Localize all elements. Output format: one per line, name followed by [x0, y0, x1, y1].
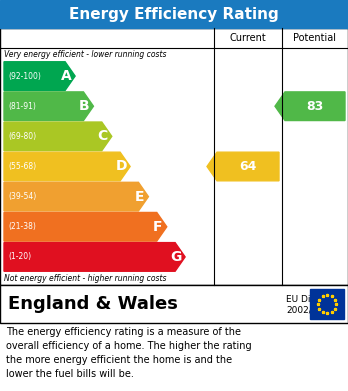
Text: (92-100): (92-100)	[8, 72, 41, 81]
Text: F: F	[153, 220, 163, 234]
Text: D: D	[115, 160, 127, 174]
Text: 2002/91/EC: 2002/91/EC	[286, 305, 338, 314]
Text: (81-91): (81-91)	[8, 102, 36, 111]
Polygon shape	[4, 62, 75, 90]
Polygon shape	[4, 242, 185, 271]
Text: Current: Current	[230, 33, 266, 43]
Polygon shape	[207, 152, 279, 181]
Text: England & Wales: England & Wales	[8, 295, 178, 313]
Text: (55-68): (55-68)	[8, 162, 36, 171]
Polygon shape	[4, 122, 112, 151]
Text: (1-20): (1-20)	[8, 253, 31, 262]
Polygon shape	[4, 212, 167, 241]
Text: (39-54): (39-54)	[8, 192, 36, 201]
Text: The energy efficiency rating is a measure of the
overall efficiency of a home. T: The energy efficiency rating is a measur…	[6, 327, 252, 379]
Bar	[0, 285, 348, 323]
Text: G: G	[171, 250, 182, 264]
Text: A: A	[61, 69, 71, 83]
Polygon shape	[4, 92, 94, 120]
Text: 64: 64	[239, 160, 257, 173]
Text: E: E	[135, 190, 144, 204]
Text: (69-80): (69-80)	[8, 132, 36, 141]
Text: Not energy efficient - higher running costs: Not energy efficient - higher running co…	[4, 274, 166, 283]
Polygon shape	[4, 182, 149, 211]
Polygon shape	[4, 152, 130, 181]
Bar	[0, 28, 348, 285]
Text: EU Directive: EU Directive	[286, 294, 342, 303]
Text: C: C	[98, 129, 108, 143]
Text: (21-38): (21-38)	[8, 222, 36, 231]
Bar	[0, 0, 348, 28]
Bar	[310, 289, 344, 319]
Polygon shape	[275, 92, 345, 120]
Text: Potential: Potential	[293, 33, 337, 43]
Text: 83: 83	[306, 100, 324, 113]
Text: Very energy efficient - lower running costs: Very energy efficient - lower running co…	[4, 50, 166, 59]
Text: Energy Efficiency Rating: Energy Efficiency Rating	[69, 7, 279, 22]
Text: B: B	[79, 99, 90, 113]
